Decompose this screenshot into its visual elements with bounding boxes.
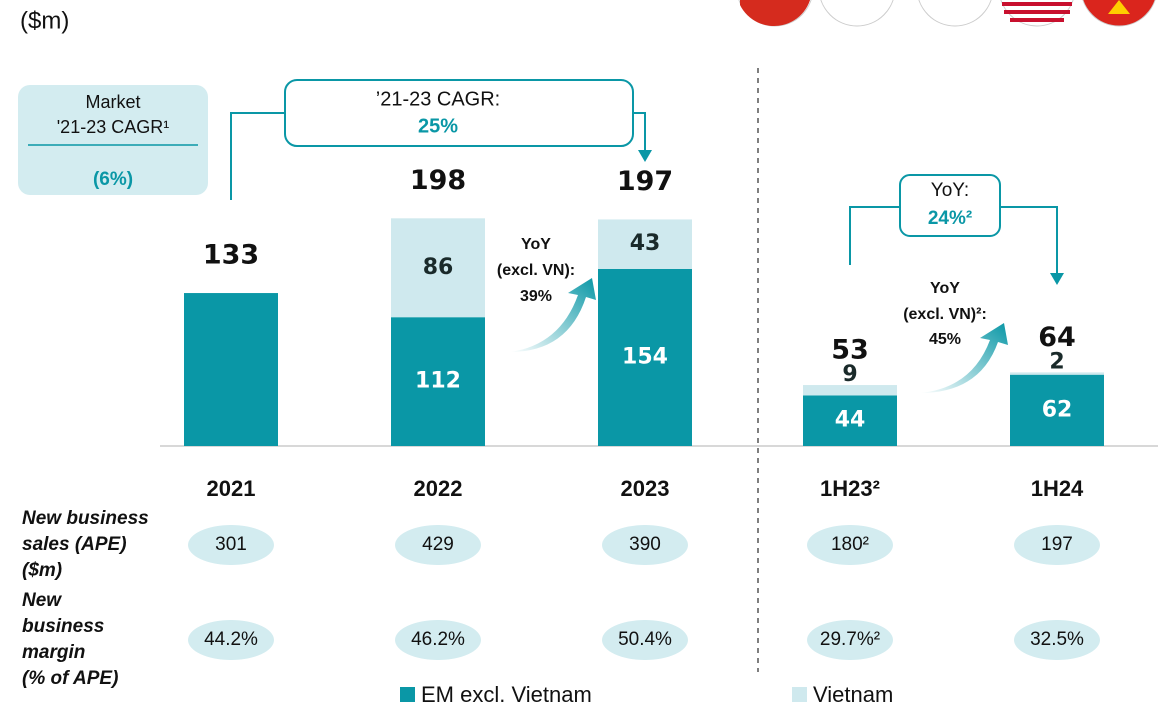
x-tick-label: 2023 xyxy=(621,476,670,501)
bar-segment xyxy=(1010,372,1104,375)
x-tick-label: 2021 xyxy=(207,476,256,501)
yoy-value: 24%² xyxy=(928,208,972,229)
row-value: 197 xyxy=(1041,534,1073,555)
yoy-text: YoY: xyxy=(931,180,969,201)
row-label: (% of APE) xyxy=(22,668,118,689)
segment-label: 112 xyxy=(415,369,461,394)
legend-label: EM excl. Vietnam xyxy=(421,682,592,707)
bar-segment xyxy=(803,395,897,446)
row-value: 50.4% xyxy=(618,629,672,650)
value-pill xyxy=(395,620,481,660)
flags xyxy=(738,0,1156,27)
row-value: 44.2% xyxy=(204,629,258,650)
market-box xyxy=(18,85,208,195)
legend-swatch xyxy=(792,687,807,702)
bar-segment xyxy=(184,293,278,446)
row-label: sales (APE) xyxy=(22,534,127,555)
total-label: 197 xyxy=(617,166,673,197)
bar-segment xyxy=(391,317,485,446)
yoy-note: YoY xyxy=(930,280,960,297)
bar-segment xyxy=(598,268,692,446)
row-value: 32.5% xyxy=(1030,629,1084,650)
value-pill xyxy=(1014,525,1100,565)
x-tick-label: 1H23² xyxy=(820,476,880,501)
value-pill xyxy=(188,525,274,565)
segment-label: 62 xyxy=(1042,397,1073,422)
yoy-note: (excl. VN)²: xyxy=(903,306,987,323)
row-value: 301 xyxy=(215,534,247,555)
yoy-box xyxy=(899,174,1001,237)
cagr-text: ’21-23 CAGR: xyxy=(376,88,501,110)
row-label: business xyxy=(22,616,104,637)
yoy-note: (excl. VN): xyxy=(497,262,575,279)
legend-label: Vietnam xyxy=(813,682,893,707)
yoy-note: 39% xyxy=(520,288,552,305)
unit-label: ($m) xyxy=(20,7,69,34)
row-label: margin xyxy=(22,642,85,663)
segment-label: 86 xyxy=(423,255,454,280)
segment-label: 2 xyxy=(1049,349,1064,374)
bar-segment xyxy=(391,218,485,318)
segment-label: 9 xyxy=(842,362,857,387)
row-value: 390 xyxy=(629,534,661,555)
value-pill xyxy=(602,525,688,565)
total-label: 53 xyxy=(831,335,869,366)
row-label: New xyxy=(22,590,62,611)
value-pill xyxy=(395,525,481,565)
legend-swatch xyxy=(400,687,415,702)
row-value: 29.7%² xyxy=(820,629,880,650)
x-tick-label: 2022 xyxy=(414,476,463,501)
segment-label: 43 xyxy=(630,231,661,256)
x-tick-label: 1H24 xyxy=(1031,476,1084,501)
arrow-head xyxy=(638,150,652,162)
bar-segment xyxy=(803,385,897,396)
cagr-connector xyxy=(230,112,646,200)
bar-segment xyxy=(598,219,692,269)
growth-arrow xyxy=(510,278,596,352)
yoy-note: YoY xyxy=(521,236,551,253)
cagr-value: 25% xyxy=(418,115,458,137)
row-label: New business xyxy=(22,508,149,529)
total-label: 64 xyxy=(1038,322,1076,353)
market-text: '21-23 CAGR¹ xyxy=(57,117,169,137)
total-label: 133 xyxy=(203,240,259,271)
row-value: 46.2% xyxy=(411,629,465,650)
cagr-box xyxy=(284,79,634,147)
value-pill xyxy=(807,525,893,565)
market-text: Market xyxy=(85,92,140,112)
growth-arrow xyxy=(920,323,1008,393)
row-value: 180² xyxy=(831,534,869,555)
row-label: ($m) xyxy=(22,560,62,581)
value-pill xyxy=(1014,620,1100,660)
market-value: (6%) xyxy=(93,169,133,190)
segment-label: 44 xyxy=(835,408,866,433)
value-pill xyxy=(188,620,274,660)
row-value: 429 xyxy=(422,534,454,555)
total-label: 198 xyxy=(410,165,466,196)
value-pill xyxy=(602,620,688,660)
bar-segment xyxy=(1010,374,1104,446)
arrow-head xyxy=(1050,273,1064,285)
segment-label: 154 xyxy=(622,344,668,369)
value-pill xyxy=(807,620,893,660)
yoy-note: 45% xyxy=(929,331,961,348)
yoy-connector xyxy=(849,206,1058,275)
